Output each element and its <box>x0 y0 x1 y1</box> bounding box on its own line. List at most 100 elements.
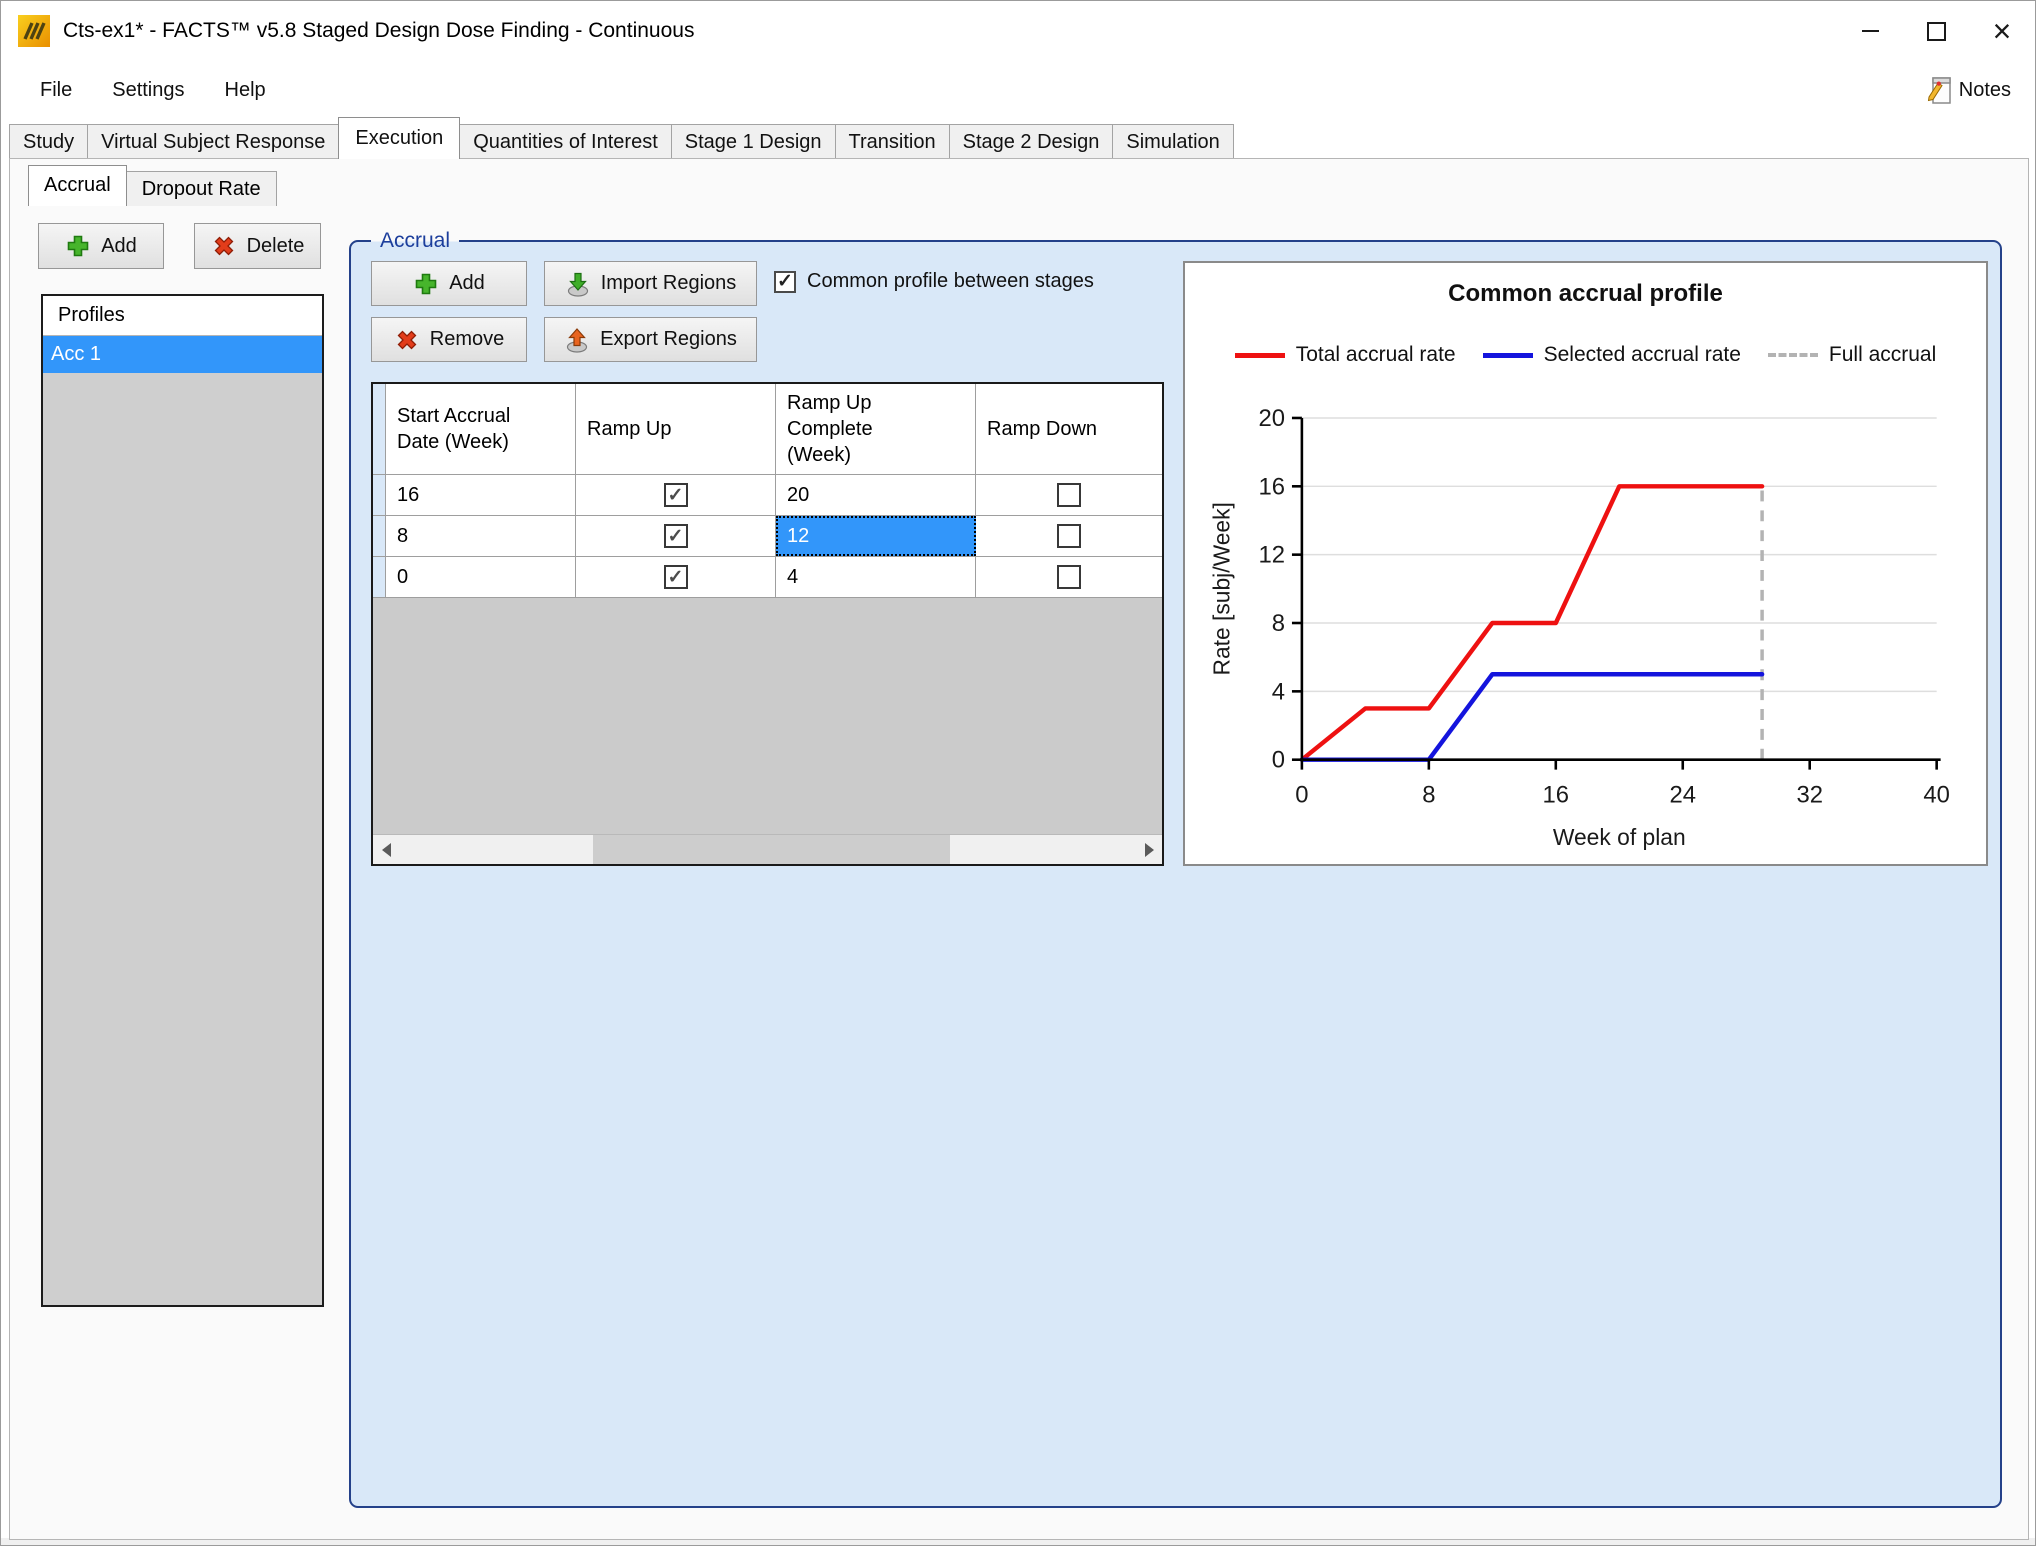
scrollbar-thumb[interactable] <box>593 835 950 864</box>
svg-text:Rate [subj/Week]: Rate [subj/Week] <box>1208 502 1234 675</box>
menu-item-help[interactable]: Help <box>224 78 266 101</box>
grid-row-header-strip <box>373 516 386 556</box>
grid-column-header-ramp-down[interactable]: Ramp Down <box>987 418 1098 440</box>
svg-text:20: 20 <box>1258 405 1285 432</box>
grid-row-header-strip <box>373 475 386 515</box>
svg-text:40: 40 <box>1923 781 1950 808</box>
window-title: Cts-ex1* - FACTS™ v5.8 Staged Design Dos… <box>63 19 695 42</box>
legend-item-selected-accrual-rate: Selected accrual rate <box>1482 343 1741 367</box>
scroll-right-icon <box>1144 842 1154 857</box>
delete-profile-button[interactable]: Delete <box>194 223 321 269</box>
notes-button[interactable]: Notes <box>1926 76 2011 105</box>
ramp-down-checkbox[interactable] <box>1057 565 1081 589</box>
import-regions-button[interactable]: Import Regions <box>544 261 757 306</box>
tab-stage-1-design[interactable]: Stage 1 Design <box>670 124 836 159</box>
legend-label: Full accrual <box>1828 343 1937 366</box>
cell-ramp-up: ✓ <box>576 557 776 597</box>
table-row: 8 ✓ 12 <box>373 516 1162 557</box>
svg-text:0: 0 <box>1272 747 1285 774</box>
grid-column-header-ramp-up-complete-week[interactable]: Ramp Up Complete (Week) <box>776 384 976 474</box>
cell-start-accrual-week[interactable]: 16 <box>386 475 576 515</box>
cell-start-accrual-week[interactable]: 0 <box>386 557 576 597</box>
legend-label: Total accrual rate <box>1295 343 1456 366</box>
grid-column-header-start-accrual-date-week[interactable]: Start Accrual Date (Week) <box>386 384 576 474</box>
tab-quantities-of-interest[interactable]: Quantities of Interest <box>459 124 672 159</box>
ramp-up-checkbox[interactable]: ✓ <box>663 483 688 507</box>
add-region-label: Add <box>449 272 485 294</box>
grid-rows: 16 ✓ 20 8 ✓ 12 0 ✓ 4 <box>373 475 1162 598</box>
cell-ramp-up: ✓ <box>576 475 776 515</box>
minimize-button[interactable] <box>1837 1 1903 61</box>
add-region-button[interactable]: Add <box>371 261 527 306</box>
tab-study[interactable]: Study <box>9 124 89 159</box>
scroll-left-button[interactable] <box>373 835 399 864</box>
tab-virtual-subject-response[interactable]: Virtual Subject Response <box>87 124 340 159</box>
menu-item-settings[interactable]: Settings <box>112 78 185 101</box>
svg-text:32: 32 <box>1796 781 1823 808</box>
scroll-left-icon <box>381 842 391 857</box>
subtab-accrual[interactable]: Accrual <box>28 165 127 206</box>
legend-item-full-accrual: Full accrual <box>1767 343 1937 367</box>
menu-items: File Settings Help <box>40 79 266 102</box>
menu-bar: File Settings Help Notes <box>1 61 2035 119</box>
svg-text:8: 8 <box>1272 610 1285 637</box>
execution-tab-page: Accrual Dropout Rate Add Delete Profiles … <box>9 158 2029 1540</box>
tab-transition[interactable]: Transition <box>834 124 950 159</box>
tab-stage-2-design[interactable]: Stage 2 Design <box>948 124 1114 159</box>
import-icon <box>567 272 588 297</box>
profile-item[interactable]: Acc 1 <box>43 336 322 373</box>
add-profile-label: Add <box>101 234 137 257</box>
red-x-icon <box>397 330 417 349</box>
cell-ramp-up-complete-week[interactable]: 4 <box>776 557 976 597</box>
sub-tab-strip: Accrual Dropout Rate <box>28 165 277 206</box>
add-profile-button[interactable]: Add <box>38 223 164 269</box>
app-icon <box>18 15 50 47</box>
cell-ramp-down <box>976 557 1162 597</box>
cell-ramp-up-complete-week[interactable]: 20 <box>776 475 976 515</box>
export-regions-label: Export Regions <box>600 328 737 350</box>
subtab-dropout-rate[interactable]: Dropout Rate <box>125 171 277 206</box>
scrollbar-track[interactable] <box>399 835 1136 864</box>
common-profile-checkbox[interactable]: ✓ <box>774 270 796 293</box>
title-bar: Cts-ex1* - FACTS™ v5.8 Staged Design Dos… <box>1 1 2035 61</box>
remove-region-button[interactable]: Remove <box>371 317 527 362</box>
svg-text:4: 4 <box>1272 678 1285 705</box>
notes-label: Notes <box>1958 78 2011 101</box>
remove-region-label: Remove <box>429 328 505 350</box>
profiles-list-header: Profiles <box>43 296 322 336</box>
accrual-group-label: Accrual <box>371 227 460 255</box>
grid-column-header-ramp-up[interactable]: Ramp Up <box>576 384 776 474</box>
table-row: 16 ✓ 20 <box>373 475 1162 516</box>
tab-execution[interactable]: Execution <box>338 117 461 159</box>
svg-text:0: 0 <box>1295 781 1308 808</box>
menu-item-file[interactable]: File <box>40 78 73 101</box>
table-row: 0 ✓ 4 <box>373 557 1162 598</box>
notes-icon <box>1927 76 1951 104</box>
tab-simulation[interactable]: Simulation <box>1112 124 1234 159</box>
legend-swatch <box>1482 352 1533 358</box>
red-x-icon <box>214 236 234 256</box>
profiles-list-items: Acc 1 <box>43 336 322 373</box>
profiles-list: Profiles Acc 1 <box>41 294 324 1307</box>
cell-ramp-up-complete-week[interactable]: 12 <box>776 516 976 556</box>
ramp-down-checkbox[interactable] <box>1057 524 1081 548</box>
export-regions-button[interactable]: Export Regions <box>544 317 757 362</box>
cell-ramp-down <box>976 475 1162 515</box>
ramp-up-checkbox[interactable]: ✓ <box>663 565 688 589</box>
close-button[interactable]: × <box>1992 13 2012 49</box>
grid-row-header-strip <box>373 384 386 474</box>
common-profile-row: ✓ Common profile between stages <box>774 270 1094 293</box>
ramp-down-checkbox[interactable] <box>1057 483 1081 507</box>
common-profile-label: Common profile between stages <box>807 270 1094 292</box>
accrual-group-box: Accrual Add Import Regions Remove <box>349 227 2002 1508</box>
chart-plot: 0 4 8 12 16 20 0 8 16 24 32 40 Week of plan Rate [sub… <box>1208 405 1950 850</box>
ramp-up-checkbox[interactable]: ✓ <box>663 524 688 548</box>
cell-start-accrual-week[interactable]: 8 <box>386 516 576 556</box>
svg-text:24: 24 <box>1669 781 1696 808</box>
legend-swatch <box>1234 352 1285 358</box>
maximize-button[interactable] <box>1903 1 1969 61</box>
plus-icon <box>415 273 437 294</box>
scroll-right-button[interactable] <box>1136 835 1162 864</box>
svg-text:16: 16 <box>1543 781 1570 808</box>
